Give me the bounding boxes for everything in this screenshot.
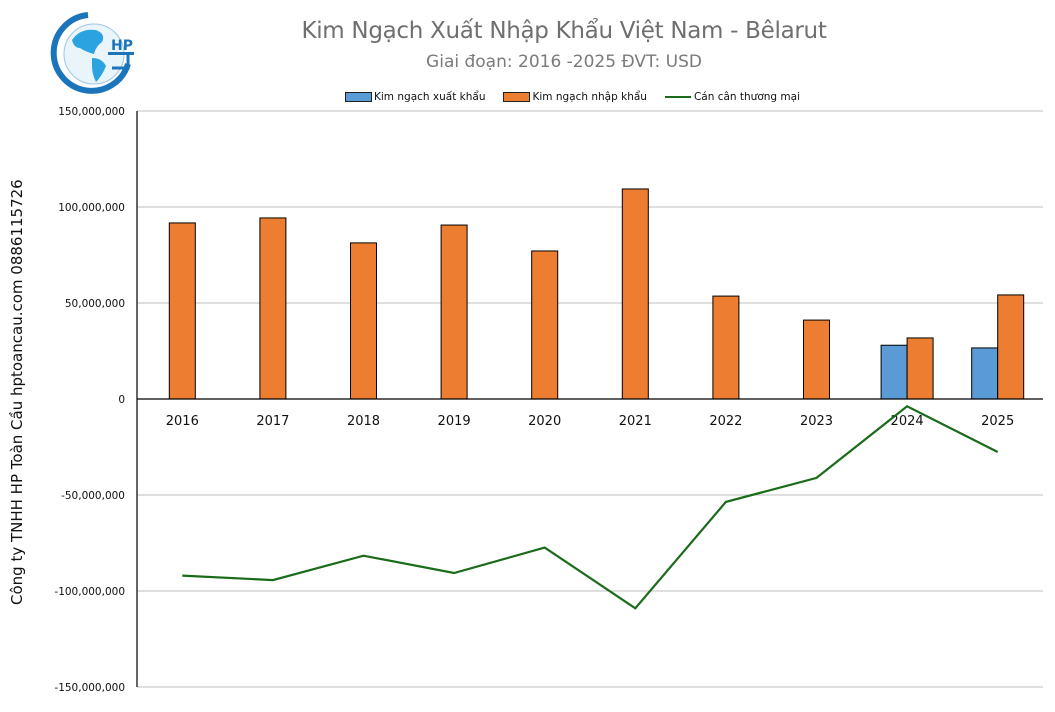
legend-balance-label: Cán cân thương mại bbox=[693, 91, 800, 103]
x-tick-label: 2025 bbox=[981, 414, 1014, 429]
legend-export-label: Kim ngạch xuất khẩu bbox=[374, 91, 486, 103]
y-tick-label: 100,000,000 bbox=[58, 202, 125, 214]
x-tick-label: 2019 bbox=[438, 414, 471, 429]
chart-subtitle: Giai đoạn: 2016 -2025 ĐVT: USD bbox=[426, 52, 702, 72]
import-bar[interactable] bbox=[440, 224, 468, 400]
balance-line-icon bbox=[664, 96, 691, 98]
import-bar[interactable] bbox=[350, 242, 377, 400]
y-tick-label: 50,000,000 bbox=[65, 298, 125, 310]
chart-legend: Kim ngạch xuất khẩu Kim ngạch nhập khẩu … bbox=[345, 89, 818, 105]
import-swatch-icon bbox=[503, 92, 531, 102]
balance-line bbox=[182, 405, 999, 610]
legend-item-balance[interactable]: Cán cân thương mại bbox=[664, 91, 800, 103]
x-tick-label: 2016 bbox=[166, 414, 199, 429]
import-bar[interactable] bbox=[168, 222, 196, 400]
y-tick-label: -50,000,000 bbox=[61, 490, 125, 502]
x-tick-label: 2023 bbox=[800, 414, 833, 429]
export-bar[interactable] bbox=[971, 347, 999, 400]
import-bar[interactable] bbox=[531, 250, 559, 400]
x-tick-label: 2017 bbox=[256, 414, 289, 429]
y-axis-labels: 150,000,000 100,000,000 50,000,000 0 -50,000… bbox=[54, 106, 125, 694]
legend-item-import[interactable]: Kim ngạch nhập khẩu bbox=[503, 91, 647, 103]
x-axis-labels: 2016 2017 2018 2019 2020 2021 2022 2023 2024 2025 bbox=[166, 414, 1014, 429]
y-tick-label: 0 bbox=[118, 394, 125, 406]
y-tick-label: -100,000,000 bbox=[54, 586, 125, 598]
y-tick-label: -150,000,000 bbox=[54, 682, 125, 694]
company-logo: HP bbox=[50, 12, 134, 96]
bar-series bbox=[168, 188, 1025, 400]
export-bar[interactable] bbox=[880, 344, 908, 400]
globe-icon: HP bbox=[50, 12, 134, 94]
import-bar[interactable] bbox=[906, 337, 934, 400]
import-bar[interactable] bbox=[621, 188, 649, 400]
x-tick-label: 2018 bbox=[347, 414, 380, 429]
y-tick-label: 150,000,000 bbox=[58, 106, 125, 118]
x-tick-label: 2022 bbox=[709, 414, 742, 429]
import-bar[interactable] bbox=[803, 319, 830, 400]
import-bar[interactable] bbox=[997, 294, 1025, 400]
x-tick-label: 2021 bbox=[619, 414, 652, 429]
x-tick-label: 2024 bbox=[891, 414, 924, 429]
svg-text:HP: HP bbox=[111, 38, 133, 54]
export-swatch-icon bbox=[345, 92, 372, 102]
import-bar[interactable] bbox=[712, 295, 740, 400]
legend-item-export[interactable]: Kim ngạch xuất khẩu bbox=[345, 91, 485, 103]
x-tick-label: 2020 bbox=[528, 414, 561, 429]
import-bar[interactable] bbox=[259, 217, 287, 400]
legend-import-label: Kim ngạch nhập khẩu bbox=[532, 91, 647, 103]
chart-title: Kim Ngạch Xuất Nhập Khẩu Việt Nam - Bêla… bbox=[301, 18, 827, 44]
gridlines bbox=[137, 110, 1043, 688]
